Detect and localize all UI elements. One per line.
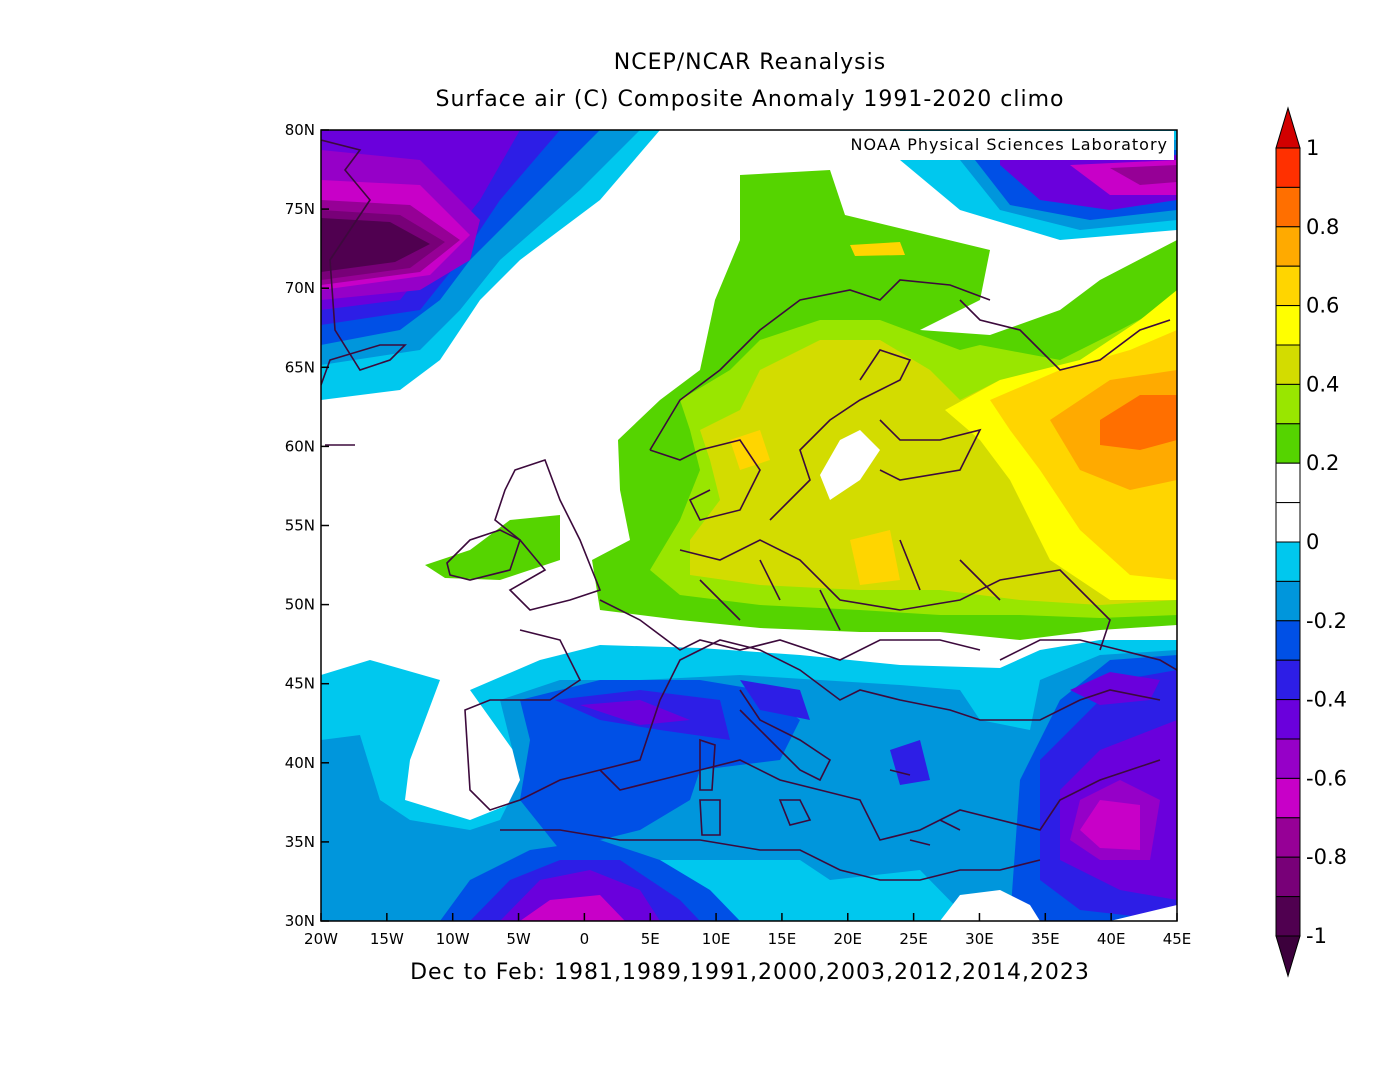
credit-box	[753, 131, 1174, 160]
colorbar-segment	[1275, 423, 1301, 464]
lat-tick-label: 60N	[285, 437, 315, 455]
credit-text: NOAA Physical Sciences Laboratory	[851, 135, 1168, 154]
lon-tick-label: 40E	[1097, 930, 1126, 948]
colorbar-label: 0.2	[1306, 451, 1339, 475]
colorbar-label: 0	[1306, 530, 1319, 554]
lon-tick-label: 25E	[899, 930, 928, 948]
lon-tick-label: 15W	[370, 930, 404, 948]
colorbar-top-arrow	[1275, 106, 1301, 149]
lat-tick-label: 65N	[285, 358, 315, 376]
lon-tick-label: 5E	[641, 930, 660, 948]
colorbar-segment	[1275, 659, 1301, 701]
lon-tick-label: 30E	[965, 930, 994, 948]
lon-tick-label: 45E	[1163, 930, 1192, 948]
lat-tick-label: 40N	[285, 754, 315, 772]
lat-tick-label: 75N	[285, 200, 315, 218]
longitude-axis: 20W 15W 10W 5W 0 5E 10E 15E 20E 25E 30E 35E 40E 45E	[304, 913, 1191, 948]
lat-tick-label: 35N	[285, 833, 315, 851]
colorbar-segment	[1275, 699, 1301, 740]
latitude-axis: 30N 35N 40N 45N 50N 55N 60N 65N 70N 75N 80N	[285, 121, 329, 930]
composite-years: Dec to Feb: 1981,1989,1991,2000,2003,201…	[410, 960, 1090, 985]
colorbar-segment	[1275, 502, 1301, 543]
lon-tick-label: 20W	[304, 930, 338, 948]
lon-tick-label: 10E	[702, 930, 731, 948]
colorbar-bottom-arrow	[1275, 935, 1301, 978]
colorbar-segment	[1275, 620, 1301, 661]
colorbar-segment	[1275, 817, 1301, 858]
lon-tick-label: 15E	[768, 930, 797, 948]
lat-tick-label: 55N	[285, 517, 315, 535]
colorbar-label: 0.6	[1306, 294, 1339, 318]
colorbar-segment	[1275, 383, 1301, 425]
colorbar: 1 0.8 0.6 0.4 0.2 0 -0.2 -0.4 -0.6 -0.8 -1	[1275, 106, 1347, 978]
colorbar-label: 1	[1306, 136, 1319, 160]
colorbar-label: -1	[1306, 924, 1327, 948]
colorbar-segment	[1275, 305, 1301, 346]
colorbar-label: 0.4	[1306, 372, 1339, 396]
colorbar-label: -0.4	[1306, 688, 1347, 712]
lat-tick-label: 80N	[285, 121, 315, 139]
colorbar-label: 0.8	[1306, 215, 1339, 239]
colorbar-segment	[1275, 541, 1301, 582]
colorbar-segment	[1275, 462, 1301, 504]
lon-tick-label: 10W	[436, 930, 470, 948]
coastlines	[321, 139, 1177, 881]
colorbar-segment	[1275, 344, 1301, 385]
lon-tick-label: 35E	[1031, 930, 1060, 948]
colorbar-segment	[1275, 226, 1301, 267]
lat-tick-label: 50N	[285, 596, 315, 614]
map-title: NCEP/NCAR Reanalysis	[613, 50, 887, 75]
colorbar-segment	[1275, 265, 1301, 307]
lon-tick-label: 0	[580, 930, 590, 948]
colorbar-segment	[1275, 856, 1301, 898]
lon-tick-label: 20E	[833, 930, 862, 948]
colorbar-label: -0.2	[1306, 609, 1347, 633]
colorbar-segment	[1275, 738, 1301, 779]
map-subtitle: Surface air (C) Composite Anomaly 1991-2…	[435, 87, 1065, 112]
colorbar-label: -0.8	[1306, 845, 1347, 869]
lat-tick-label: 30N	[285, 912, 315, 930]
colorbar-segment	[1275, 186, 1301, 228]
colorbar-segment	[1275, 777, 1301, 819]
colorbar-segment	[1275, 896, 1301, 937]
anomaly-shading	[321, 130, 1177, 921]
lat-tick-label: 70N	[285, 279, 315, 297]
lon-tick-label: 5W	[506, 930, 531, 948]
colorbar-segment	[1275, 147, 1301, 188]
colorbar-segment	[1275, 580, 1301, 622]
colorbar-label: -0.6	[1306, 766, 1347, 790]
lat-tick-label: 45N	[285, 675, 315, 693]
